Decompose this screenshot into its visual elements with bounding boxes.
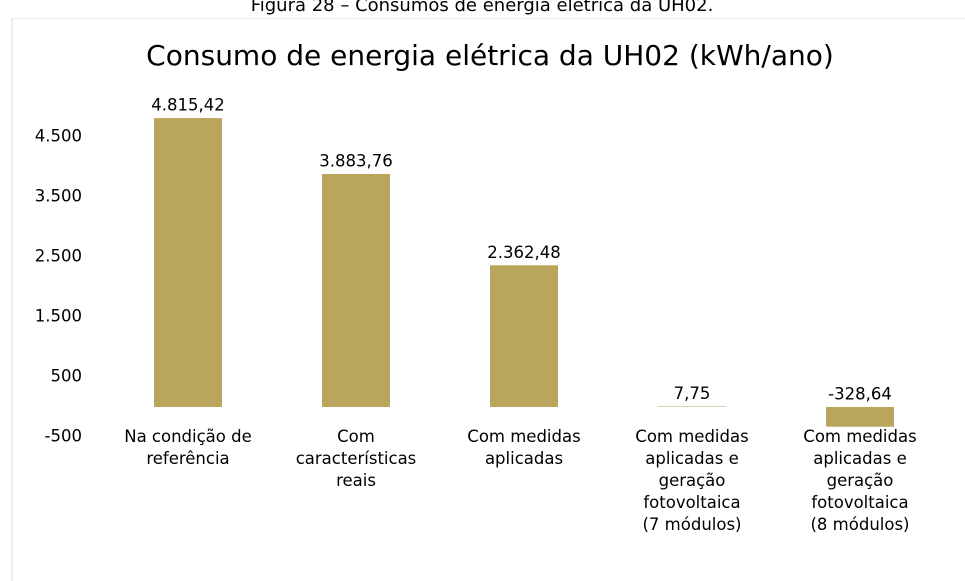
x-tick-label: Com medidas aplicadas e geração fotovolt… [635, 427, 749, 534]
bar [322, 173, 390, 407]
y-tick-label: 500 [51, 367, 83, 386]
caption: Figura 28 – Consumos de energia elétrica… [251, 0, 714, 16]
chart-title: Consumo de energia elétrica da UH02 (kWh… [146, 39, 834, 72]
x-tick-label: Na condição de referência [124, 427, 252, 468]
data-label: 2.362,48 [487, 243, 560, 262]
data-label: -328,64 [828, 385, 892, 404]
data-label: 4.815,42 [151, 96, 224, 115]
y-tick-label: 3.500 [35, 187, 82, 206]
bar [826, 407, 894, 427]
y-tick-label: 4.500 [35, 127, 82, 146]
caption-band [0, 0, 965, 18]
y-tick-label: 1.500 [35, 307, 82, 326]
x-tick-label: Com características reais [295, 427, 417, 490]
y-tick-label: 2.500 [35, 247, 82, 266]
bar [490, 265, 558, 407]
data-label: 7,75 [674, 384, 711, 403]
x-tick-label: Com medidas aplicadas [467, 427, 581, 468]
data-label: 3.883,76 [319, 151, 392, 170]
x-tick-label: Com medidas aplicadas e geração fotovolt… [803, 427, 917, 534]
y-tick-label: -500 [45, 427, 82, 446]
bar [154, 118, 222, 407]
